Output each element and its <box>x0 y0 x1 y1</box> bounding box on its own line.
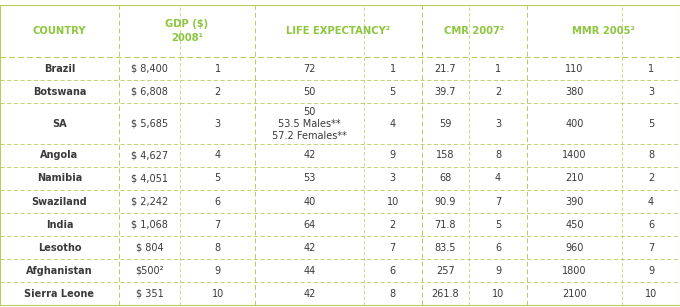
Text: 72: 72 <box>303 64 316 74</box>
Text: 390: 390 <box>565 196 584 207</box>
Text: 6: 6 <box>648 220 654 230</box>
Text: 71.8: 71.8 <box>435 220 456 230</box>
Text: Angola: Angola <box>40 150 79 160</box>
Text: Sierra Leone: Sierra Leone <box>24 289 95 299</box>
Text: 257: 257 <box>436 266 455 276</box>
Text: 2: 2 <box>495 87 501 97</box>
Text: 9: 9 <box>648 266 654 276</box>
Text: 68: 68 <box>439 173 452 184</box>
Text: 3: 3 <box>495 119 501 129</box>
Text: 2: 2 <box>214 87 221 97</box>
Text: Afghanistan: Afghanistan <box>27 266 92 276</box>
Text: 10: 10 <box>645 289 658 299</box>
Text: $ 4,051: $ 4,051 <box>131 173 168 184</box>
Text: 3: 3 <box>390 173 396 184</box>
Text: 53: 53 <box>303 173 316 184</box>
Text: 21.7: 21.7 <box>435 64 456 74</box>
Text: 8: 8 <box>495 150 501 160</box>
Text: 5: 5 <box>648 119 654 129</box>
Text: 1: 1 <box>390 64 396 74</box>
Text: 400: 400 <box>565 119 584 129</box>
Text: 4: 4 <box>390 119 396 129</box>
Text: 7: 7 <box>390 243 396 253</box>
Text: 8: 8 <box>390 289 396 299</box>
Text: 59: 59 <box>439 119 452 129</box>
Text: 6: 6 <box>495 243 501 253</box>
Text: 64: 64 <box>303 220 316 230</box>
Text: 960: 960 <box>565 243 584 253</box>
Text: 42: 42 <box>303 243 316 253</box>
Text: $ 804: $ 804 <box>136 243 163 253</box>
Text: 2: 2 <box>648 173 654 184</box>
Text: $ 351: $ 351 <box>136 289 163 299</box>
Text: 158: 158 <box>436 150 455 160</box>
Text: 2: 2 <box>390 220 396 230</box>
Text: $ 4,627: $ 4,627 <box>131 150 168 160</box>
Text: $ 1,068: $ 1,068 <box>131 220 168 230</box>
Text: SA: SA <box>52 119 67 129</box>
Text: 7: 7 <box>214 220 221 230</box>
Text: 5: 5 <box>495 220 501 230</box>
Text: 50
53.5 Males**
57.2 Females**: 50 53.5 Males** 57.2 Females** <box>272 107 347 141</box>
Text: 10: 10 <box>492 289 505 299</box>
Text: $ 8,400: $ 8,400 <box>131 64 168 74</box>
Text: 5: 5 <box>214 173 221 184</box>
Text: 261.8: 261.8 <box>432 289 459 299</box>
Text: 5: 5 <box>390 87 396 97</box>
Text: 4: 4 <box>495 173 501 184</box>
Text: 380: 380 <box>565 87 584 97</box>
Text: 3: 3 <box>648 87 654 97</box>
Text: 1: 1 <box>495 64 501 74</box>
Text: 4: 4 <box>214 150 221 160</box>
Text: 9: 9 <box>214 266 221 276</box>
Text: 4: 4 <box>648 196 654 207</box>
Text: MMR 2005²: MMR 2005² <box>572 26 635 36</box>
Text: 110: 110 <box>565 64 584 74</box>
Text: 39.7: 39.7 <box>435 87 456 97</box>
Text: Namibia: Namibia <box>37 173 82 184</box>
Text: 90.9: 90.9 <box>435 196 456 207</box>
Text: LIFE EXPECTANCY²: LIFE EXPECTANCY² <box>286 26 390 36</box>
Text: COUNTRY: COUNTRY <box>33 26 86 36</box>
Text: 44: 44 <box>303 266 316 276</box>
Text: 2100: 2100 <box>562 289 587 299</box>
Text: 1: 1 <box>648 64 654 74</box>
Text: 8: 8 <box>214 243 221 253</box>
Text: $ 6,808: $ 6,808 <box>131 87 168 97</box>
Text: 6: 6 <box>390 266 396 276</box>
Text: Swaziland: Swaziland <box>32 196 87 207</box>
Text: 42: 42 <box>303 150 316 160</box>
Text: 1: 1 <box>214 64 221 74</box>
Text: $500²: $500² <box>135 266 164 276</box>
Text: $ 5,685: $ 5,685 <box>131 119 168 129</box>
Text: 450: 450 <box>565 220 584 230</box>
Text: CMR 2007²: CMR 2007² <box>444 26 505 36</box>
Text: $ 2,242: $ 2,242 <box>131 196 168 207</box>
Text: 42: 42 <box>303 289 316 299</box>
Text: 1400: 1400 <box>562 150 587 160</box>
Text: India: India <box>46 220 73 230</box>
Text: 1800: 1800 <box>562 266 587 276</box>
Text: 50: 50 <box>303 87 316 97</box>
Text: 7: 7 <box>648 243 654 253</box>
Text: 3: 3 <box>214 119 221 129</box>
Text: 9: 9 <box>390 150 396 160</box>
Text: Brazil: Brazil <box>44 64 75 74</box>
Text: 10: 10 <box>211 289 224 299</box>
Text: 9: 9 <box>495 266 501 276</box>
Text: GDP ($)
2008¹: GDP ($) 2008¹ <box>165 19 209 43</box>
Text: 10: 10 <box>386 196 399 207</box>
Text: 7: 7 <box>495 196 501 207</box>
Text: Lesotho: Lesotho <box>38 243 81 253</box>
Text: 210: 210 <box>565 173 584 184</box>
Text: Botswana: Botswana <box>33 87 86 97</box>
Text: 83.5: 83.5 <box>435 243 456 253</box>
Text: 6: 6 <box>214 196 221 207</box>
Text: 40: 40 <box>303 196 316 207</box>
Text: 8: 8 <box>648 150 654 160</box>
